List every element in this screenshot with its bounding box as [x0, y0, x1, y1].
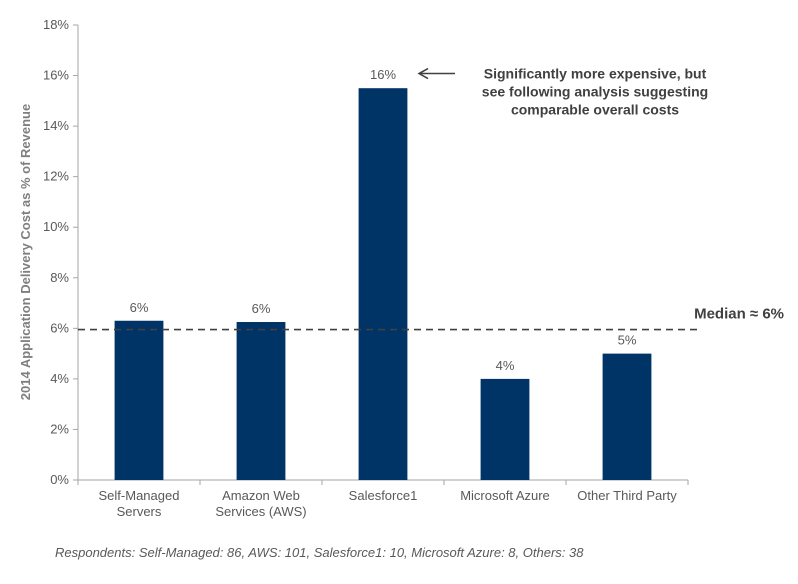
bar [236, 322, 286, 480]
data-labels: 6% 6% 16% 4% 5% [130, 67, 637, 373]
bar [602, 353, 652, 480]
category-label: Services (AWS) [215, 504, 306, 519]
y-tick-label: 10% [43, 219, 69, 234]
y-axis-label: 2014 Application Delivery Cost as % of R… [18, 104, 33, 400]
bar [358, 88, 408, 480]
annotation-text-line: see following analysis suggesting [482, 84, 708, 100]
y-tick-label: 4% [50, 371, 69, 386]
respondents-footnote: Respondents: Self-Managed: 86, AWS: 101,… [55, 545, 584, 560]
data-label: 6% [252, 301, 271, 316]
bars [114, 88, 652, 480]
data-label: 4% [496, 358, 515, 373]
annotation-text-line: comparable overall costs [511, 102, 679, 118]
annotation-arrowhead [417, 67, 429, 80]
annotation: Significantly more expensive, but see fol… [417, 66, 708, 118]
data-label: 6% [130, 300, 149, 315]
category-label: Other Third Party [577, 488, 677, 503]
category-label: Self-Managed [99, 488, 180, 503]
median-label: Median ≈ 6% [694, 306, 784, 323]
data-label: 16% [370, 67, 396, 82]
y-tick-label: 18% [43, 17, 69, 32]
annotation-text-line: Significantly more expensive, but [484, 66, 707, 82]
y-axis-ticks: 0% 2% 4% 6% 8% 10% 12% 14% 16% 18% [43, 17, 79, 487]
y-tick-label: 2% [50, 421, 69, 436]
x-axis [77, 479, 689, 485]
category-label: Amazon Web [222, 488, 300, 503]
category-label: Servers [117, 504, 162, 519]
y-tick-label: 16% [43, 68, 69, 83]
y-tick-label: 6% [50, 320, 69, 335]
category-label: Salesforce1 [349, 488, 418, 503]
y-tick-label: 8% [50, 270, 69, 285]
data-label: 5% [618, 333, 637, 348]
y-tick-label: 12% [43, 169, 69, 184]
bar [114, 320, 164, 480]
median-line-group: Median ≈ 6% [78, 306, 784, 331]
y-tick-label: 0% [50, 472, 69, 487]
y-tick-label: 14% [43, 118, 69, 133]
category-label: Microsoft Azure [460, 488, 550, 503]
bar [480, 378, 530, 480]
